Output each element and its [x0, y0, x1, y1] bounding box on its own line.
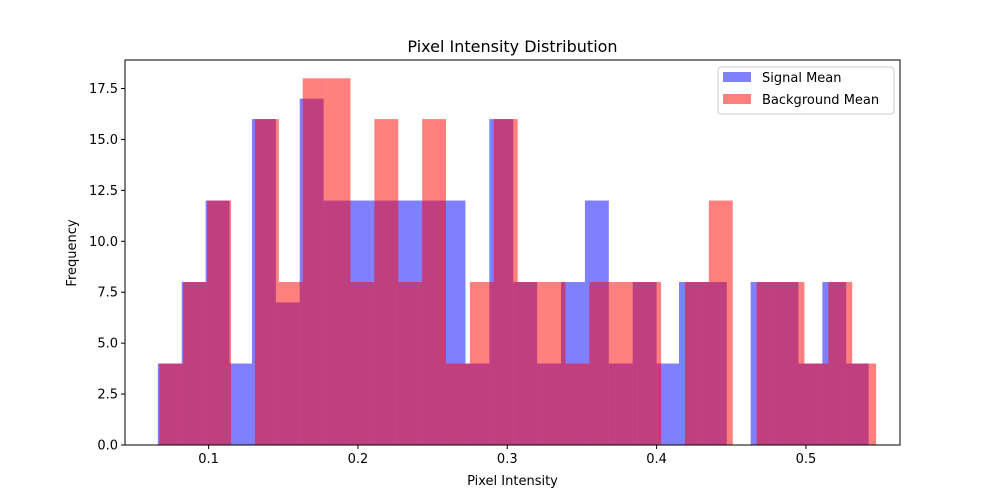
y-tick-label: 5.0	[97, 337, 118, 352]
bar-background-mean-8	[350, 282, 375, 445]
bar-background-mean-17	[565, 363, 590, 445]
bar-background-mean-14	[493, 119, 518, 445]
legend-label-background-mean: Background Mean	[762, 93, 879, 108]
bar-background-mean-22	[684, 282, 709, 445]
x-tick-label: 0.2	[348, 452, 369, 467]
x-axis: 0.1 0.2 0.3 0.4 0.5	[198, 445, 816, 467]
bar-background-mean-25	[756, 282, 781, 445]
y-tick-label: 12.5	[89, 184, 118, 199]
bar-signal-mean-3	[229, 363, 252, 445]
legend: Signal Mean Background Mean	[717, 66, 895, 115]
bar-background-mean-9	[374, 119, 399, 445]
y-tick-label: 0.0	[97, 439, 118, 454]
bar-background-mean-18	[589, 282, 614, 445]
legend-swatch-background-mean	[723, 94, 751, 104]
y-tick-label: 10.0	[89, 235, 118, 250]
y-axis: 0.0 2.5 5.0 7.5 10.0 12.5 15.0 17.5	[89, 82, 125, 454]
bar-background-mean-16	[541, 282, 566, 445]
x-tick-label: 0.3	[497, 452, 518, 467]
bar-background-mean-23	[708, 200, 733, 445]
x-axis-title: Pixel Intensity	[467, 474, 558, 489]
bar-background-mean-10	[398, 282, 423, 445]
x-tick-label: 0.1	[198, 452, 219, 467]
legend-box	[717, 66, 895, 115]
y-tick-label: 15.0	[89, 133, 118, 148]
bar-background-mean-13	[469, 282, 494, 445]
bar-background-mean-27	[804, 363, 829, 445]
y-axis-title: Frequency	[65, 219, 80, 286]
bar-background-mean-2	[207, 200, 232, 445]
bar-background-mean-19	[613, 282, 638, 445]
bar-signal-mean-21	[656, 363, 679, 445]
bar-background-mean-29	[852, 363, 877, 445]
y-tick-label: 17.5	[89, 82, 118, 97]
bar-background-mean-7	[326, 78, 351, 445]
legend-label-signal-mean: Signal Mean	[762, 71, 842, 86]
bar-background-mean-0	[159, 363, 184, 445]
bar-background-mean-5	[278, 282, 303, 445]
legend-swatch-signal-mean	[723, 72, 751, 82]
plot-frame	[124, 59, 901, 446]
bar-background-mean-12	[446, 363, 470, 445]
bar-background-mean-6	[302, 78, 327, 445]
bar-background-mean-1	[183, 282, 208, 445]
bar-background-mean-15	[517, 282, 542, 445]
bar-background-mean-4	[254, 119, 279, 445]
bar-background-mean-26	[780, 282, 805, 445]
bars-layer	[157, 78, 877, 445]
y-tick-label: 2.5	[97, 388, 118, 403]
bar-background-mean-11	[422, 119, 447, 445]
y-tick-label: 7.5	[97, 286, 118, 301]
bar-background-mean-28	[828, 282, 853, 445]
x-tick-label: 0.4	[646, 452, 667, 467]
bar-background-mean-20	[637, 282, 662, 445]
chart-title: Pixel Intensity Distribution	[407, 37, 617, 56]
x-tick-label: 0.5	[796, 452, 817, 467]
